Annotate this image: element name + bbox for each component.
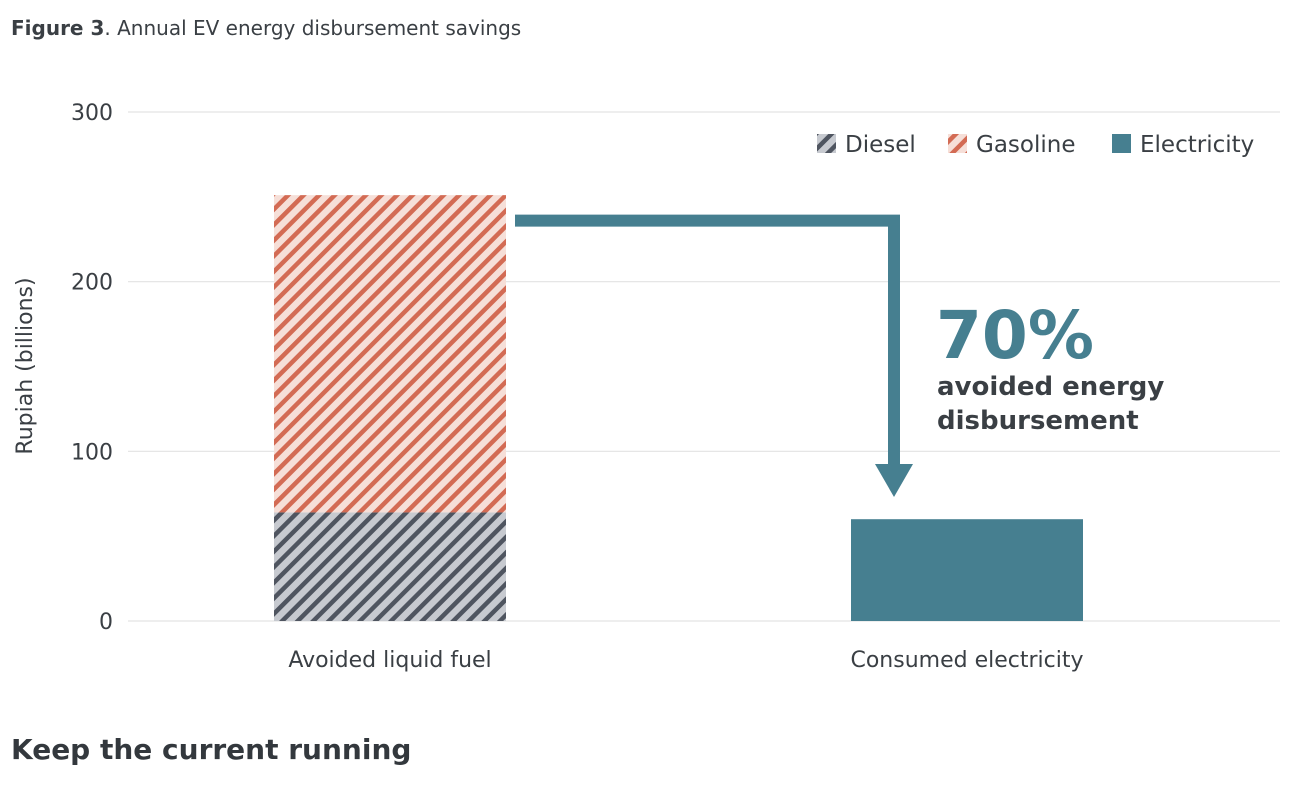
legend-swatch-gasoline	[948, 134, 967, 153]
bar-gasoline-avoided-liquid-fuel	[274, 195, 506, 513]
x-tick-label-avoided-liquid-fuel: Avoided liquid fuel	[288, 648, 491, 673]
legend-swatch-diesel	[817, 134, 836, 153]
annotation-line-2: disbursement	[937, 406, 1139, 436]
x-tick-label-consumed-electricity: Consumed electricity	[850, 648, 1083, 673]
y-tick-label-200: 200	[71, 271, 113, 296]
legend-label-electricity: Electricity	[1140, 132, 1254, 158]
y-axis-label: Rupiah (billions)	[13, 277, 38, 454]
y-tick-label-100: 100	[71, 440, 113, 465]
figure-caption: Figure 3. Annual EV energy disbursement …	[11, 16, 521, 40]
legend: Diesel Gasoline Electricity	[817, 132, 1254, 158]
x-axis-labels: Avoided liquid fuel Consumed electricity	[288, 648, 1083, 673]
legend-swatch-electricity	[1112, 134, 1131, 153]
savings-arrow	[515, 214, 913, 497]
figure-label: Figure 3	[11, 16, 105, 40]
bar-chart: 0 100 200 300 Rupiah (billions) Avoided liq…	[13, 101, 1280, 673]
bars	[274, 195, 1083, 621]
annotation-percent: 70%	[936, 297, 1094, 374]
savings-annotation: 70% avoided energy disbursement	[936, 297, 1164, 436]
arrow-path	[515, 214, 900, 470]
legend-label-diesel: Diesel	[845, 132, 916, 158]
bar-diesel-avoided-liquid-fuel	[274, 512, 506, 621]
section-heading: Keep the current running	[11, 733, 412, 766]
arrow-head	[875, 464, 913, 497]
y-tick-label-300: 300	[71, 101, 113, 126]
y-axis-ticks: 0 100 200 300	[71, 101, 113, 635]
y-tick-label-0: 0	[99, 610, 113, 635]
annotation-line-1: avoided energy	[937, 372, 1164, 402]
bar-electricity-consumed-electricity	[851, 519, 1083, 621]
figure-title: . Annual EV energy disbursement savings	[104, 16, 522, 40]
legend-label-gasoline: Gasoline	[976, 132, 1075, 158]
